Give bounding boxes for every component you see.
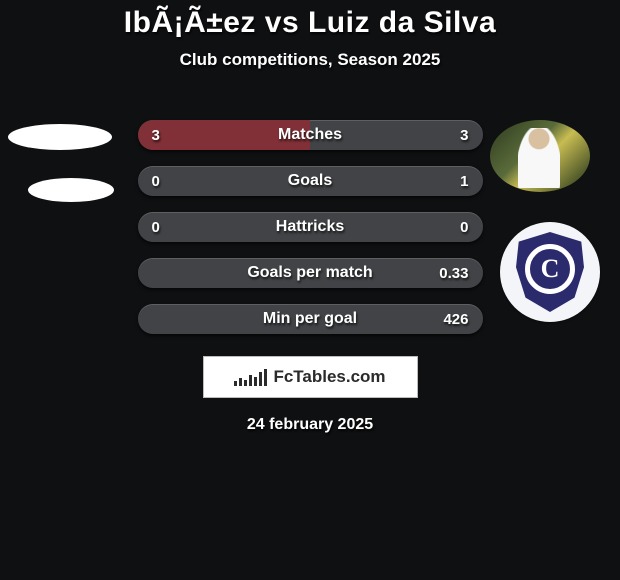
stat-label: Goals per match	[247, 264, 372, 282]
stats-table: 3 Matches 3 0 Goals 1 0 Hattricks 0 Goals per mat…	[138, 120, 483, 334]
stat-value-right: 426	[443, 311, 468, 328]
bar-chart-icon	[234, 368, 267, 386]
shield-icon	[516, 232, 584, 312]
page-title: IbÃ¡Ã±ez vs Luiz da Silva	[0, 0, 620, 40]
subtitle: Club competitions, Season 2025	[0, 50, 620, 70]
stat-row: Min per goal 426	[138, 304, 483, 334]
stat-label: Min per goal	[263, 310, 357, 328]
stat-value-left: 0	[152, 219, 160, 236]
stat-row: Goals per match 0.33	[138, 258, 483, 288]
stat-value-right: 3	[460, 127, 468, 144]
stat-value-right: 1	[460, 173, 468, 190]
club-crest-right	[500, 222, 600, 322]
stat-label: Hattricks	[276, 218, 344, 236]
fctables-logo: FcTables.com	[203, 356, 418, 398]
logo-text: FcTables.com	[273, 367, 385, 387]
stat-value-right: 0	[460, 219, 468, 236]
stat-row: 3 Matches 3	[138, 120, 483, 150]
date-label: 24 february 2025	[0, 416, 620, 434]
stat-label: Matches	[278, 126, 342, 144]
player-left-avatar-2	[28, 178, 114, 202]
stat-value-right: 0.33	[439, 265, 468, 282]
stat-row: 0 Hattricks 0	[138, 212, 483, 242]
player-right-photo	[490, 120, 590, 192]
stat-value-left: 3	[152, 127, 160, 144]
stat-row: 0 Goals 1	[138, 166, 483, 196]
stat-value-left: 0	[152, 173, 160, 190]
stat-label: Goals	[288, 172, 332, 190]
player-left-avatar-1	[8, 124, 112, 150]
